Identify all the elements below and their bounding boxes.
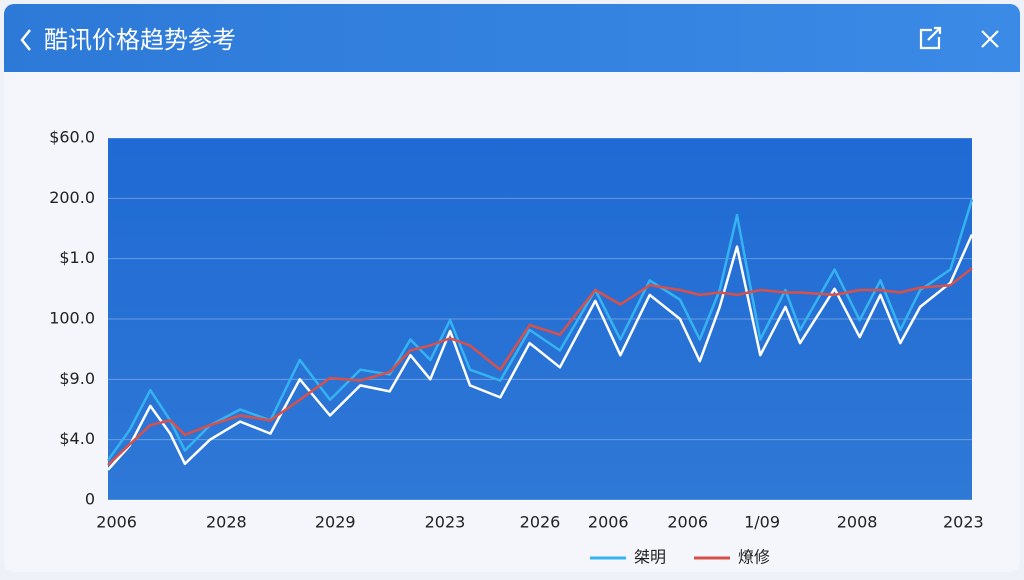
x-tick-label: 2008 xyxy=(837,513,878,532)
legend-label: 桀明 xyxy=(634,548,666,567)
y-tick-label: $1.0 xyxy=(59,248,95,267)
data-line xyxy=(106,199,974,461)
header-bar xyxy=(4,4,1020,72)
legend-label: 燎修 xyxy=(738,548,770,567)
x-tick-label: 2023 xyxy=(943,513,984,532)
back-button[interactable] xyxy=(20,29,31,51)
x-tick-label: 2028 xyxy=(206,513,247,532)
header-title: 酷讯价格趋势参考 xyxy=(44,26,236,54)
x-tick-label: 2006 xyxy=(667,513,708,532)
share-button[interactable] xyxy=(919,26,942,50)
y-tick-label: 200.0 xyxy=(49,188,95,207)
y-tick-label: 100.0 xyxy=(49,309,95,328)
x-tick-label: 2023 xyxy=(425,513,466,532)
x-tick-label: 2026 xyxy=(520,513,561,532)
y-tick-label: 0 xyxy=(85,490,95,509)
y-tick-label: $9.0 xyxy=(59,369,95,388)
plot-area xyxy=(108,138,972,500)
close-button[interactable] xyxy=(981,30,999,48)
x-tick-label: 2006 xyxy=(588,513,629,532)
y-tick-label: $60.0 xyxy=(49,128,95,147)
x-tick-label: 2029 xyxy=(315,513,356,532)
x-tick-label: 2006 xyxy=(96,513,137,532)
x-tick-label: 1/09 xyxy=(744,513,780,532)
data-line xyxy=(107,267,973,466)
y-tick-label: $4.0 xyxy=(59,429,95,448)
data-line xyxy=(107,233,974,471)
chart: 0 $4.0 $9.0 100.0 $1.0 200.0 $60.0 2006 2028 2029… xyxy=(49,128,984,567)
